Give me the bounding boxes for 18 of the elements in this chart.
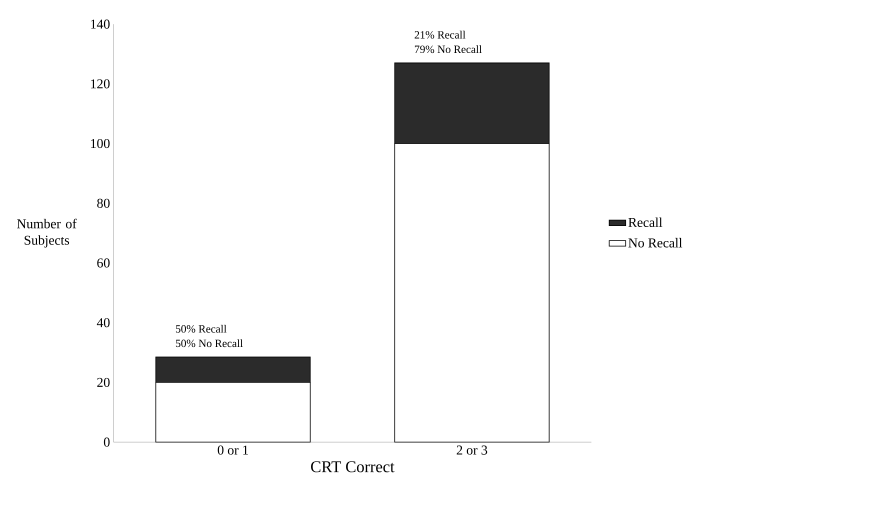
y-tick-label: 0 (104, 438, 110, 447)
y-axis-title: Number of Subjects (17, 218, 77, 248)
annotation: 50% Recall (176, 324, 227, 333)
y-tick-label: 20 (97, 378, 110, 387)
annotation: 50% No Recall (176, 339, 243, 348)
x-tick-label: 2 or 3 (456, 445, 488, 455)
y-tick-label: 140 (91, 20, 110, 29)
annotation: 21% Recall (414, 30, 466, 39)
y-tick-label: 60 (97, 258, 110, 268)
legend-label: No Recall (628, 238, 682, 248)
annotation: 79% No Recall (414, 45, 482, 54)
y-tick-label: 80 (97, 198, 110, 208)
y-tick-label: 120 (91, 79, 110, 88)
x-axis-title: CRT Correct (311, 461, 394, 472)
x-tick-label: 0 or 1 (218, 445, 248, 455)
y-tick-label: 40 (96, 318, 110, 328)
legend-label: Recall (628, 217, 662, 227)
y-tick-label: 100 (91, 138, 110, 148)
